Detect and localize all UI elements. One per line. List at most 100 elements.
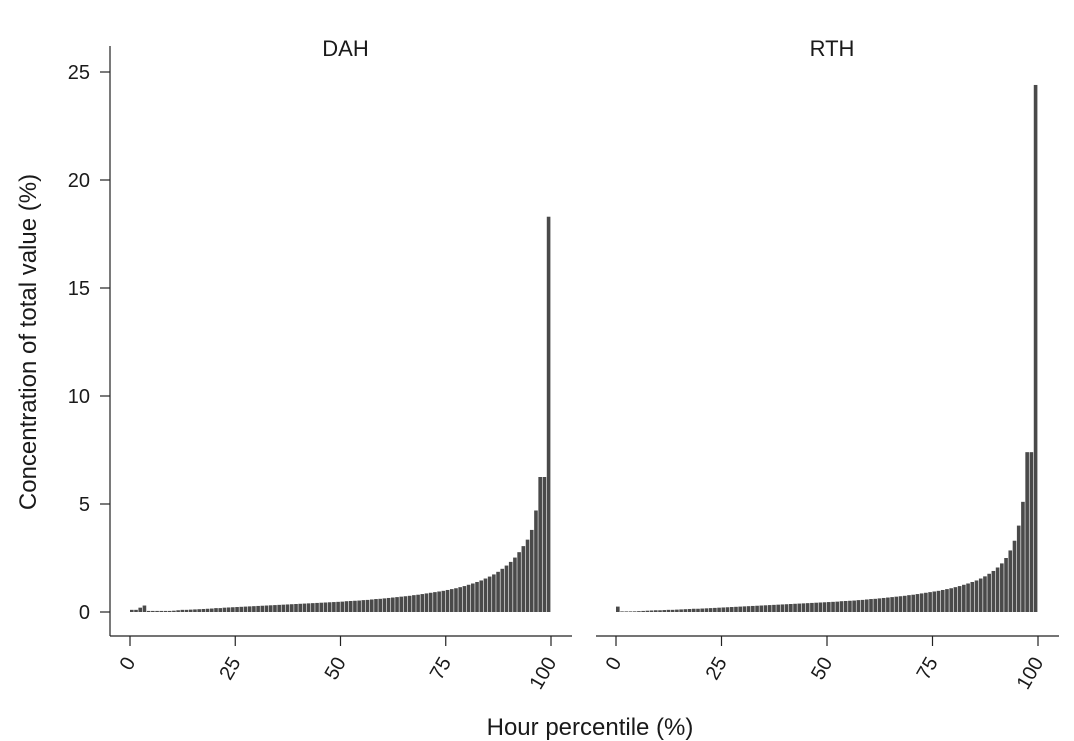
bar (542, 477, 547, 612)
bar (205, 608, 210, 612)
bar (860, 599, 865, 612)
bar (1021, 501, 1025, 612)
bar (843, 600, 848, 612)
bar (810, 602, 814, 612)
bar (218, 608, 223, 612)
bar (632, 611, 637, 612)
bar (319, 602, 324, 612)
bar (146, 610, 151, 612)
bar (433, 592, 437, 612)
bar (517, 552, 521, 612)
bar (1033, 84, 1038, 612)
bar (729, 607, 734, 612)
bar (277, 604, 281, 612)
bar (738, 606, 742, 612)
bar (226, 607, 231, 612)
bar (151, 610, 155, 612)
bar (159, 610, 164, 612)
bar (700, 608, 705, 612)
bar (172, 610, 176, 612)
bar (662, 610, 667, 612)
bar (966, 583, 970, 612)
bar (471, 583, 475, 612)
bar (252, 606, 256, 612)
y-axis-title: Concentration of total value (%) (15, 174, 42, 510)
bar (767, 605, 772, 612)
bar (886, 597, 890, 612)
bar (529, 529, 534, 612)
bar (1012, 540, 1017, 612)
bar (763, 605, 768, 612)
x-tick-label: 50 (321, 654, 351, 684)
bar (827, 602, 831, 612)
bar (462, 586, 467, 612)
bar (1029, 452, 1034, 612)
bar (940, 589, 945, 612)
bar (492, 574, 496, 612)
bar (289, 604, 294, 612)
bar (243, 606, 248, 612)
bar (239, 606, 244, 612)
bar (945, 589, 949, 612)
bar (188, 609, 193, 612)
bar (713, 607, 717, 612)
bar (323, 602, 328, 612)
bar (424, 593, 429, 612)
bar (620, 611, 624, 612)
bar (818, 602, 823, 612)
bar (256, 605, 260, 612)
bar (1004, 558, 1008, 612)
panel-title: DAH (322, 36, 368, 61)
bar (344, 601, 349, 612)
bar (176, 610, 180, 612)
bar (487, 576, 492, 612)
bar (924, 592, 928, 612)
bar (932, 591, 937, 612)
bar (525, 539, 530, 612)
bar (285, 604, 290, 612)
bar (466, 584, 471, 612)
bar (374, 599, 378, 612)
bar (670, 609, 675, 612)
bar (180, 609, 185, 612)
bar (247, 606, 252, 612)
bar (449, 589, 454, 612)
bar (193, 609, 197, 612)
bar (142, 605, 147, 612)
panel-dah: DAH 0 25 50 75 100 (110, 36, 572, 693)
bar (780, 604, 785, 612)
bar (708, 608, 713, 612)
bar (348, 600, 353, 612)
bar (416, 594, 420, 612)
x-tick-label: 100 (1013, 654, 1049, 694)
bar (441, 590, 446, 612)
bar (691, 608, 696, 612)
bar (877, 598, 882, 612)
bar (298, 603, 303, 612)
bar (991, 570, 996, 612)
bar (1016, 525, 1021, 612)
bar (995, 567, 1000, 612)
bar (235, 607, 239, 612)
bar (361, 600, 366, 612)
bar (365, 599, 370, 612)
bar (789, 604, 793, 612)
bar (500, 568, 505, 612)
bar (839, 601, 844, 612)
bar (504, 565, 509, 612)
x-axis-title: Hour percentile (%) (487, 714, 694, 741)
bar (306, 603, 311, 612)
bar (391, 597, 395, 612)
bar (953, 587, 958, 612)
bar (496, 571, 500, 612)
bar (399, 596, 404, 612)
bar (793, 603, 797, 612)
x-tick-label: 0 (602, 654, 627, 675)
bar (978, 578, 983, 612)
bar (864, 599, 869, 612)
bar (734, 606, 738, 612)
y-tick-label: 15 (68, 278, 90, 300)
bar (264, 605, 269, 612)
bar (538, 477, 542, 612)
bar (412, 595, 416, 612)
